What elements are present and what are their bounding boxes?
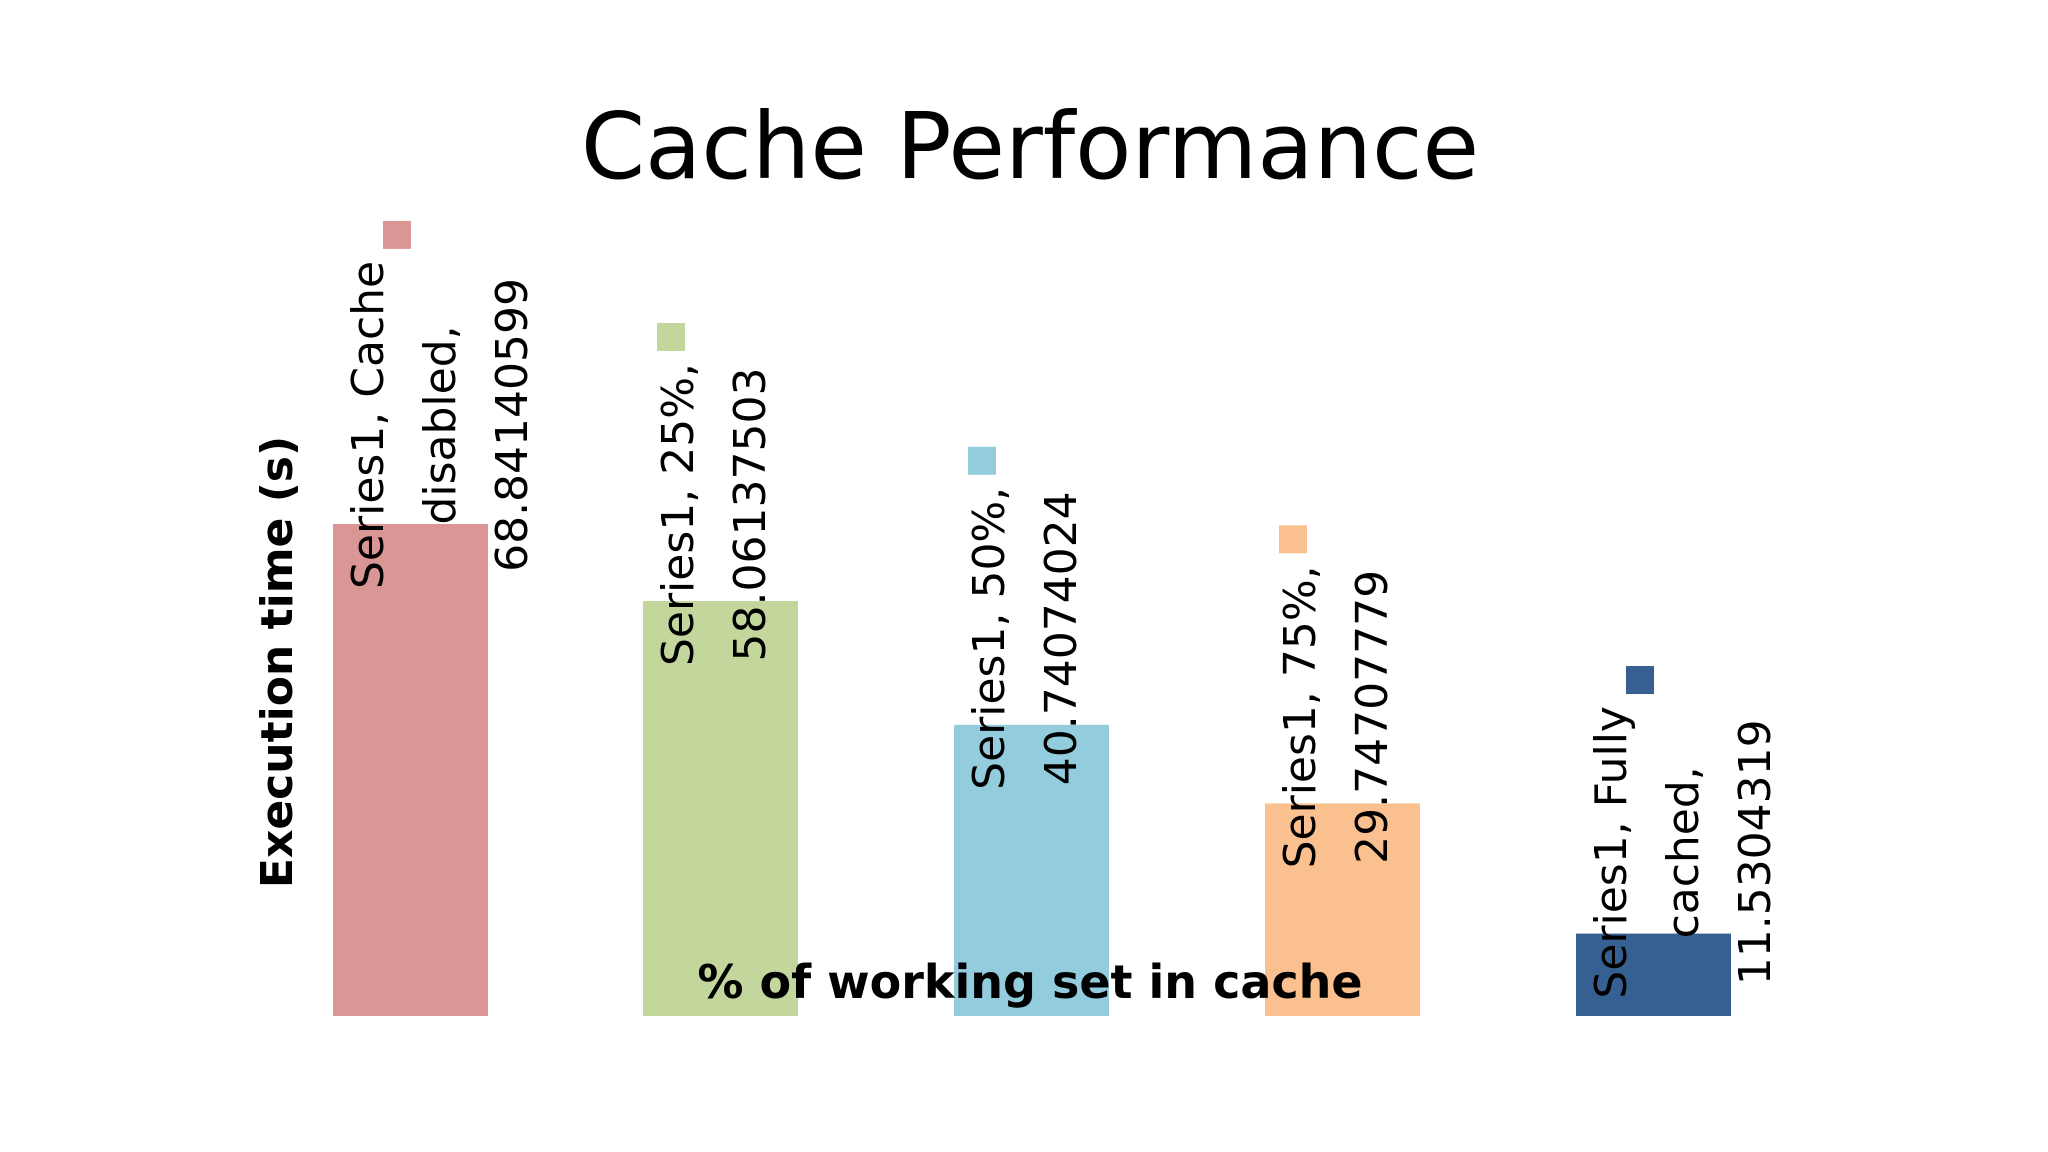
- bar-3: [954, 724, 1109, 1016]
- legend-key-5: [1626, 666, 1654, 695]
- bar-1: [333, 524, 488, 1016]
- data-label-1-line-3: 68.84140599: [487, 278, 538, 572]
- bar-2: [643, 601, 798, 1016]
- data-label-5-line-3: 11.5304319: [1730, 719, 1781, 985]
- legend-key-1: [383, 220, 411, 249]
- legend-markers-layer: [383, 220, 1654, 695]
- chart-title: Cache Performance: [581, 93, 1479, 200]
- bars-layer: [333, 524, 1731, 1016]
- data-label-4-line-2: 29.74707779: [1347, 570, 1398, 864]
- data-label-3-line-1: Series1, 50%,: [964, 487, 1015, 790]
- x-axis-title: % of working set in cache: [697, 955, 1362, 1009]
- data-label-5-line-1: Series1, Fully: [1586, 706, 1637, 999]
- legend-key-4: [1279, 525, 1307, 554]
- data-label-1-line-2: disabled,: [415, 325, 466, 524]
- data-label-2-line-1: Series1, 25%,: [653, 363, 704, 666]
- bar-4: [1265, 803, 1420, 1016]
- data-label-3-line-2: 40.74074024: [1036, 491, 1087, 785]
- y-axis-title: Execution time (s): [252, 436, 303, 888]
- data-label-4-line-1: Series1, 75%,: [1275, 565, 1326, 868]
- data-label-5-line-2: cached,: [1658, 766, 1709, 938]
- legend-key-2: [657, 322, 685, 351]
- legend-key-3: [968, 446, 996, 475]
- data-label-1-line-1: Series1, Cache: [343, 261, 394, 589]
- data-labels-layer: Series1, Cache disabled, 68.84140599 Series…: [343, 261, 1781, 999]
- data-label-2-line-2: 58.06137503: [725, 368, 776, 662]
- bar-5: [1576, 933, 1731, 1016]
